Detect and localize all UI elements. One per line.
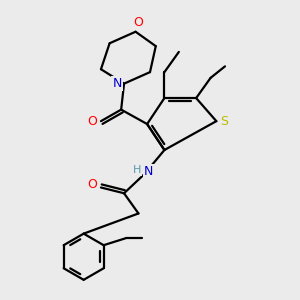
Text: O: O [87,178,97,191]
Text: N: N [144,165,154,178]
Text: O: O [87,115,97,128]
Text: N: N [112,77,122,90]
Text: O: O [134,16,143,29]
Text: S: S [220,115,228,128]
Text: H: H [133,165,142,175]
